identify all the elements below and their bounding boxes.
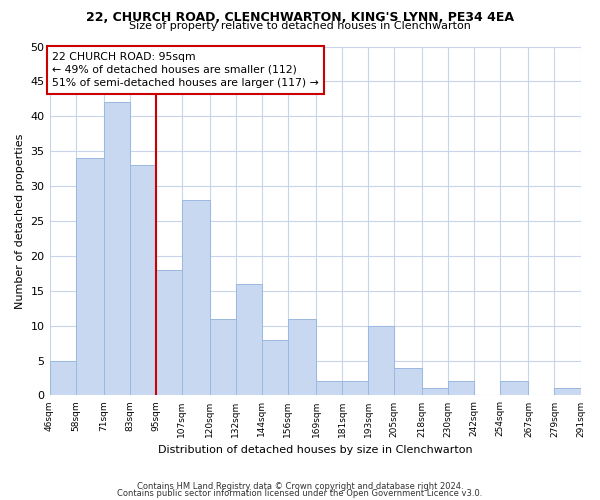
Bar [156, 270, 182, 396]
Bar [368, 326, 394, 396]
Bar [288, 318, 316, 396]
Bar [130, 165, 156, 396]
Bar [554, 388, 581, 396]
Bar [182, 200, 210, 396]
Bar [500, 382, 529, 396]
Bar [104, 102, 130, 396]
Bar [50, 360, 76, 396]
Bar [422, 388, 448, 396]
Text: Size of property relative to detached houses in Clenchwarton: Size of property relative to detached ho… [129, 21, 471, 31]
Bar [448, 382, 475, 396]
Bar [394, 368, 422, 396]
Bar [342, 382, 368, 396]
Bar [210, 318, 236, 396]
Bar [316, 382, 342, 396]
Bar [76, 158, 104, 396]
Text: 22 CHURCH ROAD: 95sqm
← 49% of detached houses are smaller (112)
51% of semi-det: 22 CHURCH ROAD: 95sqm ← 49% of detached … [52, 52, 319, 88]
Bar [262, 340, 288, 396]
Text: 22, CHURCH ROAD, CLENCHWARTON, KING'S LYNN, PE34 4EA: 22, CHURCH ROAD, CLENCHWARTON, KING'S LY… [86, 11, 514, 24]
X-axis label: Distribution of detached houses by size in Clenchwarton: Distribution of detached houses by size … [158, 445, 472, 455]
Bar [236, 284, 262, 396]
Text: Contains HM Land Registry data © Crown copyright and database right 2024.: Contains HM Land Registry data © Crown c… [137, 482, 463, 491]
Y-axis label: Number of detached properties: Number of detached properties [15, 134, 25, 308]
Text: Contains public sector information licensed under the Open Government Licence v3: Contains public sector information licen… [118, 489, 482, 498]
